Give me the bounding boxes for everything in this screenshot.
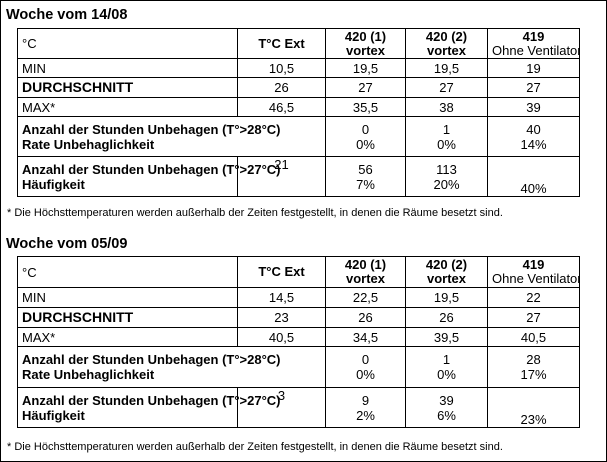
row-label: Anzahl der Stunden Unbehagen (T°>27°C) Hä… — [17, 387, 281, 428]
room-420-2-value: 19,5 — [405, 287, 488, 308]
table-row-min: MIN 10,5 19,5 19,5 19 — [17, 58, 580, 78]
room-419-header: 419 Ohne Ventilator — [487, 256, 580, 288]
table-row-average: DURCHSCHNITT 23 26 26 27 — [17, 307, 580, 328]
room-420-1-header: 420 (1) vortex — [325, 256, 406, 288]
room-420-1-value: 56 7% — [325, 156, 406, 197]
table-row-discomfort-28: Anzahl der Stunden Unbehagen (T°>28°C) Ra… — [17, 116, 580, 157]
room-419-value: 23% — [487, 387, 580, 428]
room-420-1-value: 22,5 — [325, 287, 406, 308]
room-420-2-value: 113 20% — [405, 156, 488, 197]
ext-header: T°C Ext — [237, 28, 326, 59]
room-420-2-value: 26 — [405, 307, 488, 328]
row-label: DURCHSCHNITT — [17, 307, 238, 328]
week-1-table: °C T°C Ext 420 (1) vortex 420 (2) vortex 4… — [17, 28, 580, 197]
unit-header: °C — [17, 28, 238, 59]
room-419-value: 39 — [487, 97, 580, 117]
table-row-max: MAX* 46,5 35,5 38 39 — [17, 97, 580, 117]
row-label: MAX* — [17, 97, 238, 117]
ext-value: 40,5 — [237, 327, 326, 347]
room-419-value: 40 14% — [487, 116, 580, 157]
ext-value: 3 — [237, 387, 326, 428]
room-420-1-header: 420 (1) vortex — [325, 28, 406, 59]
unit-header: °C — [17, 256, 238, 288]
ext-value: 21 — [237, 156, 326, 197]
room-420-2-value: 1 0% — [405, 346, 488, 388]
table-row-discomfort-27: Anzahl der Stunden Unbehagen (T°>27°C) Hä… — [17, 387, 580, 428]
week-1-title: Woche vom 14/08 — [6, 7, 128, 23]
table-row-discomfort-28: Anzahl der Stunden Unbehagen (T°>28°C) Ra… — [17, 346, 580, 388]
ext-value: 26 — [237, 77, 326, 98]
room-420-1-value: 34,5 — [325, 327, 406, 347]
room-419-value: 22 — [487, 287, 580, 308]
room-420-2-value: 1 0% — [405, 116, 488, 157]
ext-value: 10,5 — [237, 58, 326, 78]
table-header-row: °C T°C Ext 420 (1) vortex 420 (2) vortex 4… — [17, 28, 580, 59]
room-419-value: 27 — [487, 307, 580, 328]
room-419-value: 27 — [487, 77, 580, 98]
room-420-2-value: 27 — [405, 77, 488, 98]
room-420-2-header: 420 (2) vortex — [405, 256, 488, 288]
room-420-1-value: 27 — [325, 77, 406, 98]
room-420-1-value: 26 — [325, 307, 406, 328]
room-420-1-value: 0 0% — [325, 346, 406, 388]
room-420-1-value: 0 0% — [325, 116, 406, 157]
table-row-average: DURCHSCHNITT 26 27 27 27 — [17, 77, 580, 98]
ext-value: 46,5 — [237, 97, 326, 117]
room-420-2-value: 39 6% — [405, 387, 488, 428]
room-419-value: 19 — [487, 58, 580, 78]
row-label: Anzahl der Stunden Unbehagen (T°>28°C) Ra… — [17, 116, 326, 157]
row-label: Anzahl der Stunden Unbehagen (T°>28°C) Ra… — [17, 346, 326, 388]
row-label: MIN — [17, 287, 238, 308]
room-420-1-value: 19,5 — [325, 58, 406, 78]
row-label: MIN — [17, 58, 238, 78]
room-419-value: 40% — [487, 156, 580, 197]
ext-value: 23 — [237, 307, 326, 328]
room-420-1-value: 9 2% — [325, 387, 406, 428]
footnote: * Die Höchsttemperaturen werden außerhal… — [7, 441, 503, 453]
room-419-value: 40,5 — [487, 327, 580, 347]
room-419-header: 419 Ohne Ventilator — [487, 28, 580, 59]
table-header-row: °C T°C Ext 420 (1) vortex 420 (2) vortex 4… — [17, 256, 580, 288]
room-420-2-header: 420 (2) vortex — [405, 28, 488, 59]
table-row-min: MIN 14,5 22,5 19,5 22 — [17, 287, 580, 308]
room-420-1-value: 35,5 — [325, 97, 406, 117]
row-label: DURCHSCHNITT — [17, 77, 238, 98]
ext-value: 14,5 — [237, 287, 326, 308]
row-label: MAX* — [17, 327, 238, 347]
footnote: * Die Höchsttemperaturen werden außerhal… — [7, 207, 503, 219]
room-420-2-value: 38 — [405, 97, 488, 117]
week-2-title: Woche vom 05/09 — [6, 236, 128, 252]
room-419-value: 28 17% — [487, 346, 580, 388]
ext-header: T°C Ext — [237, 256, 326, 288]
room-420-2-value: 39,5 — [405, 327, 488, 347]
table-row-max: MAX* 40,5 34,5 39,5 40,5 — [17, 327, 580, 347]
week-2-table: °C T°C Ext 420 (1) vortex 420 (2) vortex 4… — [17, 256, 580, 428]
table-row-discomfort-27: Anzahl der Stunden Unbehagen (T°>27°C) Hä… — [17, 156, 580, 197]
room-420-2-value: 19,5 — [405, 58, 488, 78]
row-label: Anzahl der Stunden Unbehagen (T°>27°C) Hä… — [17, 156, 281, 197]
